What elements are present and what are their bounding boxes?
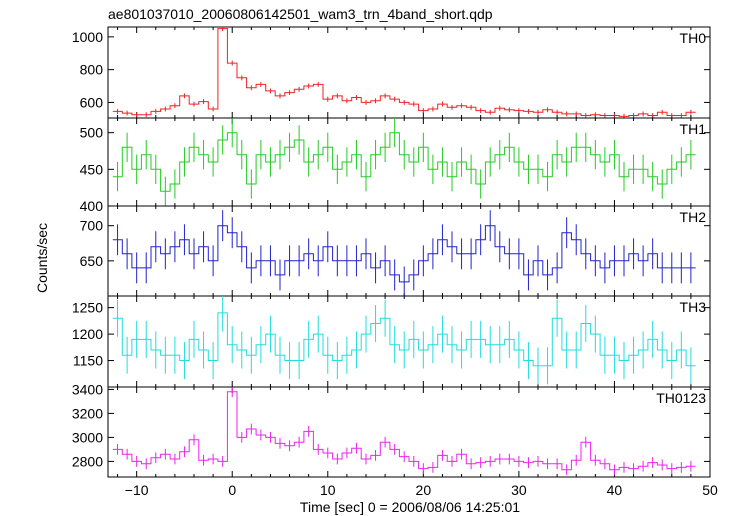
x-tick-label: 0 xyxy=(228,482,236,498)
y-axis-title: Counts/sec xyxy=(34,223,50,293)
series-line xyxy=(112,312,696,367)
y-tick-label: 450 xyxy=(80,161,104,177)
y-tick-label: 1250 xyxy=(72,300,103,316)
y-tick-label: 3200 xyxy=(72,405,103,421)
panel-label: TH0 xyxy=(680,30,707,46)
panel-th3: 1150 1200 1250 TH3 xyxy=(72,295,711,388)
x-tick-label: 20 xyxy=(416,482,432,498)
panel-th0: 600 800 1000 TH0 xyxy=(72,26,711,119)
x-axis-title: Time [sec] 0 = 2006/08/06 14:25:01 xyxy=(300,499,520,515)
x-tick-label: −10 xyxy=(125,482,149,498)
panel-th0123: 2800 3000 3200 3400 TH0123 −10 0 10 20 30 40 50 xyxy=(72,381,718,498)
x-tick-label: 30 xyxy=(511,482,527,498)
y-tick-label: 3000 xyxy=(72,429,103,445)
panel-label: TH3 xyxy=(680,299,707,315)
panel-label: TH1 xyxy=(680,121,707,137)
y-tick-label: 1000 xyxy=(72,29,103,45)
y-tick-label: 650 xyxy=(80,253,104,269)
y-tick-label: 500 xyxy=(80,125,104,141)
y-tick-label: 1200 xyxy=(72,326,103,342)
y-tick-label: 3400 xyxy=(72,381,103,397)
y-tick-label: 2800 xyxy=(72,453,103,469)
series-line xyxy=(112,132,696,192)
panel-th2: 650 700 TH2 xyxy=(80,205,711,297)
panel-th1: 400 450 500 TH1 xyxy=(80,117,711,214)
y-tick-label: 800 xyxy=(80,62,104,78)
y-tick-label: 600 xyxy=(80,94,104,110)
x-tick-label: 10 xyxy=(320,482,336,498)
x-tick-label: 40 xyxy=(607,482,623,498)
panel-label: TH0123 xyxy=(656,390,706,406)
x-tick-label: 50 xyxy=(702,482,718,498)
y-tick-label: 700 xyxy=(80,218,104,234)
y-tick-label: 1150 xyxy=(73,353,103,369)
y-tick-label: 400 xyxy=(80,198,104,214)
plot-title: ae801037010_20060806142501_wam3_trn_4ban… xyxy=(108,6,493,22)
panel-frame xyxy=(107,386,711,478)
series-line xyxy=(112,225,696,283)
series-line xyxy=(112,391,696,471)
panel-label: TH2 xyxy=(680,209,707,225)
